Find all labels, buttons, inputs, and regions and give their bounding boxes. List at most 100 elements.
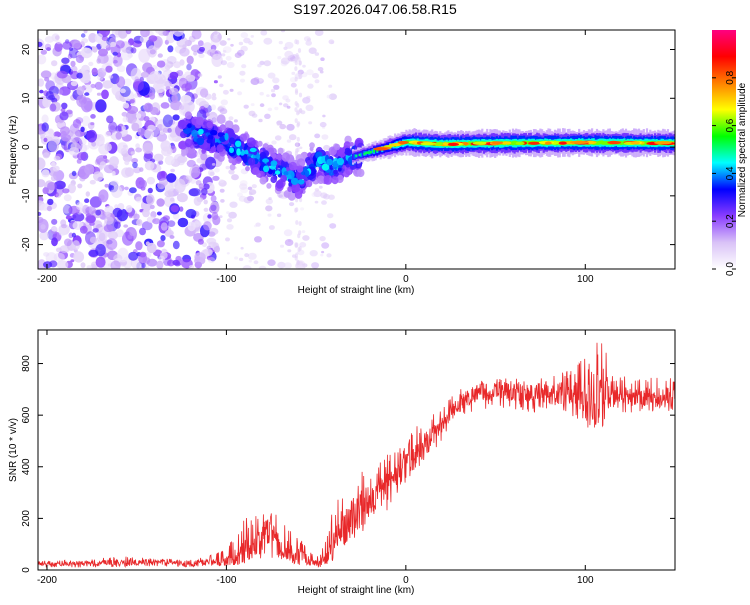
- spectrogram-cell: [139, 251, 147, 258]
- spectrogram-cell: [116, 76, 126, 88]
- spectrogram-cell: [275, 180, 284, 189]
- spectrogram-cell: [434, 142, 444, 146]
- spectrogram-cell: [221, 53, 226, 57]
- spectrogram-cell: [306, 160, 312, 165]
- spectrogram-cell: [162, 215, 170, 221]
- spectrogram-cell: [51, 226, 58, 232]
- spectrogram-cell: [124, 186, 129, 191]
- spectrogram-cell: [361, 150, 364, 158]
- spectrogram-cell: [263, 37, 273, 45]
- spectrogram-cell: [267, 259, 276, 267]
- spectrogram-cell: [110, 260, 121, 269]
- spectrogram-cell: [304, 170, 310, 177]
- spectrogram-cell: [321, 250, 325, 254]
- spectrogram-cell: [234, 256, 239, 260]
- spectrogram-cell: [228, 169, 235, 175]
- spectrogram-cell: [109, 156, 119, 167]
- spectrogram-cell: [106, 115, 114, 124]
- spectrogram-cell: [259, 151, 267, 159]
- spectrogram-y-label: Frequency (Hz): [8, 116, 19, 185]
- spectrogram-cell: [70, 259, 75, 263]
- spectrogram-cell: [321, 242, 330, 249]
- spectrogram-cell: [90, 114, 96, 119]
- spectrogram-cell: [248, 259, 252, 263]
- spectrogram-x-ticks: -200 -100 0 100: [37, 30, 594, 285]
- spectrogram-cell: [75, 54, 84, 64]
- spectrogram-cell: [105, 211, 111, 217]
- spectrogram-cell: [96, 58, 101, 64]
- spectrogram-cell: [630, 141, 641, 145]
- spectrogram-cell: [95, 209, 102, 216]
- spectrogram-cell: [164, 190, 174, 198]
- snr-x-ticks: -200 -100 0 100: [37, 330, 594, 586]
- spectrogram-cell: [229, 121, 233, 126]
- spectrogram-cell: [167, 127, 172, 133]
- spectrogram-cell: [47, 198, 54, 206]
- spectrogram-cell: [160, 251, 168, 260]
- spectrogram-cell: [172, 30, 184, 37]
- spectrogram-cell: [343, 141, 351, 149]
- spectrogram-cell: [237, 49, 245, 57]
- spectrogram-cell: [70, 60, 76, 67]
- spectrogram-cell: [239, 183, 248, 190]
- spectrogram-cell: [93, 171, 104, 182]
- spectrogram-cell: [263, 60, 272, 67]
- spectrogram-cell: [222, 89, 229, 95]
- snr-y-label: SNR (10 * v/v): [8, 418, 19, 482]
- spectrogram-cell: [131, 47, 137, 54]
- spectrogram-cell: [298, 60, 302, 66]
- spectrogram-cell: [219, 215, 223, 219]
- spectrogram-cell: [214, 168, 220, 173]
- spectrogram-cell: [136, 219, 143, 226]
- spectrogram-cell: [80, 33, 86, 38]
- spectrogram-cell: [39, 89, 44, 94]
- spectrogram-cell: [267, 72, 276, 79]
- spectrogram-cell: [96, 71, 104, 81]
- spectrogram-cell: [156, 260, 164, 269]
- spectrogram-cell: [277, 147, 284, 155]
- spectrogram-cell: [45, 80, 56, 91]
- tick-label: 800: [21, 355, 32, 372]
- tick-label: 400: [21, 458, 32, 475]
- spectrogram-cell: [211, 211, 219, 220]
- spectrogram-cell: [126, 105, 139, 114]
- spectrogram-cell: [61, 57, 70, 64]
- spectrogram-cell: [242, 265, 252, 269]
- spectrogram-cell: [42, 187, 49, 195]
- spectrogram-cell: [111, 170, 116, 177]
- spectrogram-cell: [112, 51, 118, 56]
- spectrogram-cell: [157, 182, 166, 190]
- spectrogram-cell: [235, 140, 242, 147]
- spectrogram-cell: [161, 146, 173, 157]
- spectrogram-cell: [147, 124, 156, 132]
- spectrogram-cell: [273, 84, 280, 90]
- spectrogram-cell: [357, 163, 362, 168]
- spectrogram-cell: [255, 222, 261, 227]
- spectrogram-cell: [216, 114, 226, 125]
- spectrogram-cell: [312, 72, 319, 79]
- spectrogram-cell: [298, 221, 302, 226]
- spectrogram-cell: [294, 207, 298, 213]
- spectrogram-cell: [199, 46, 205, 52]
- spectrogram-cell: [159, 131, 165, 135]
- spectrogram-cell: [210, 104, 217, 111]
- spectrogram-cell: [88, 61, 94, 67]
- spectrogram-cell: [99, 40, 111, 49]
- spectrogram-cell: [210, 146, 217, 153]
- spectrogram-cell: [320, 253, 324, 257]
- spectrogram-cell: [90, 83, 96, 89]
- spectrogram-cell: [468, 141, 471, 146]
- spectrogram-cell: [228, 116, 234, 121]
- spectrogram-cell: [328, 194, 335, 200]
- spectrogram-cell: [212, 118, 218, 122]
- colorbar-label: Normalized spectral amplitude: [737, 82, 748, 217]
- snr-line: [38, 342, 675, 569]
- spectrogram-cell: [71, 170, 77, 177]
- spectrogram-cell: [165, 185, 174, 193]
- spectrogram-cell: [210, 48, 216, 53]
- spectrogram-cell: [294, 101, 298, 106]
- spectrogram-cell: [95, 134, 105, 147]
- snr-x-label: Height of straight line (km): [298, 585, 415, 596]
- spectrogram-cell: [98, 143, 110, 155]
